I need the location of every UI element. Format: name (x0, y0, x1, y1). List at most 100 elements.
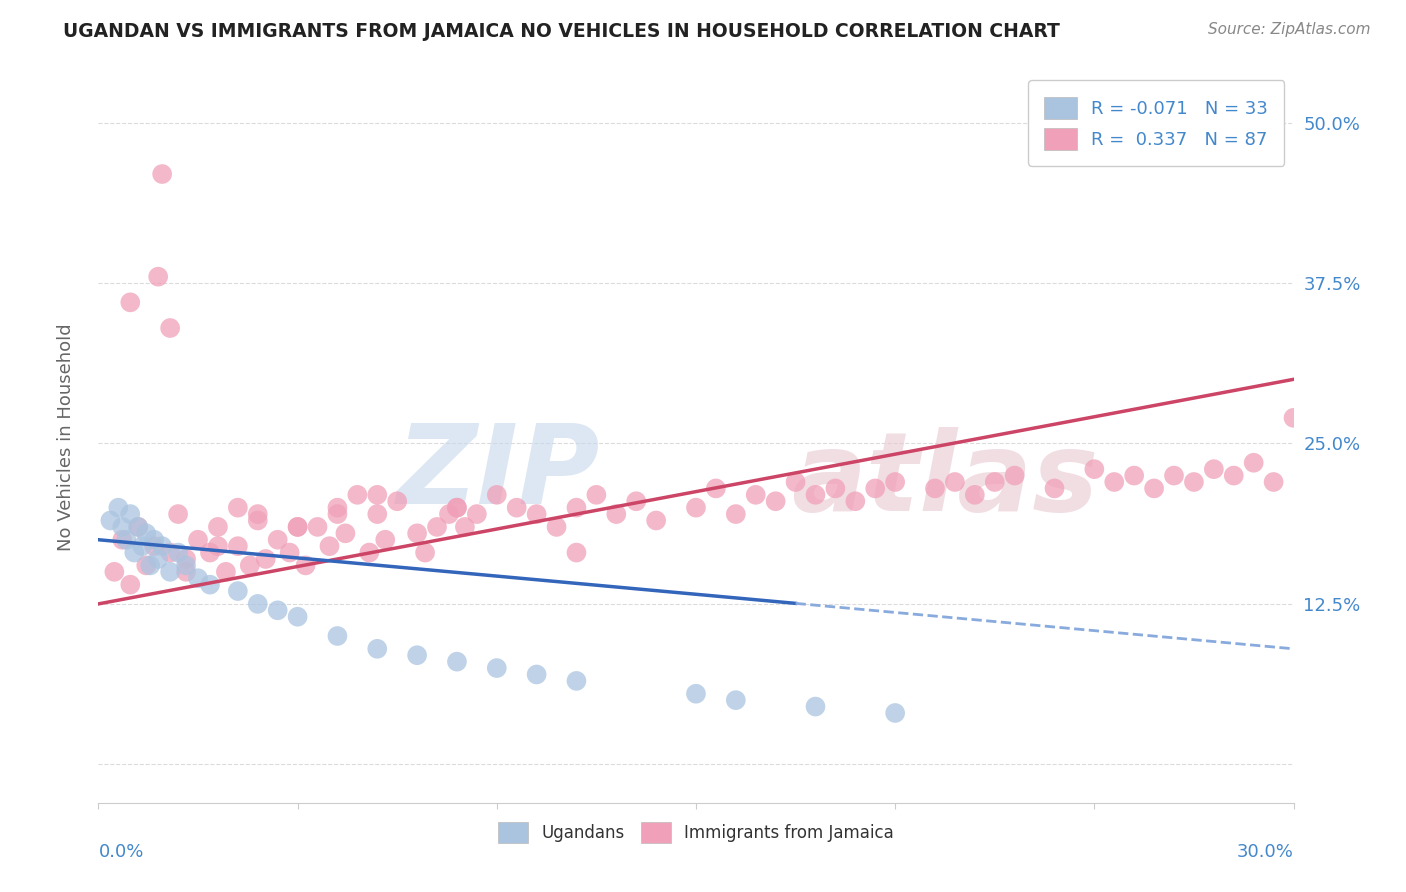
Point (187, 571, 209, 585)
Point (239, 558, 262, 573)
Point (724, 693, 747, 707)
Point (294, 558, 316, 573)
Point (326, 507, 349, 521)
Point (124, 545, 146, 559)
Point (148, 269, 170, 284)
Point (1004, 468, 1026, 483)
Point (465, 507, 488, 521)
Text: UGANDAN VS IMMIGRANTS FROM JAMAICA NO VEHICLES IN HOUSEHOLD CORRELATION CHART: UGANDAN VS IMMIGRANTS FROM JAMAICA NO VE… (63, 22, 1060, 41)
Point (1163, 468, 1185, 483)
Point (804, 488, 827, 502)
Point (1083, 462, 1105, 476)
Point (565, 545, 588, 559)
Point (287, 609, 309, 624)
Point (207, 539, 229, 553)
Point (346, 488, 368, 502)
Point (254, 552, 277, 566)
Text: atlas: atlas (792, 427, 1099, 534)
Point (366, 507, 388, 521)
Point (267, 533, 290, 547)
Point (526, 507, 548, 521)
Legend: Ugandans, Immigrants from Jamaica: Ugandans, Immigrants from Jamaica (491, 815, 901, 849)
Point (446, 500, 468, 515)
Point (366, 641, 388, 656)
Point (207, 520, 229, 534)
Point (98, 514, 122, 528)
Point (174, 558, 197, 573)
Point (159, 321, 181, 335)
Point (167, 545, 190, 559)
Point (174, 565, 197, 579)
Point (704, 482, 727, 496)
Point (1263, 475, 1285, 489)
Text: ZIP: ZIP (396, 420, 600, 527)
Point (426, 520, 449, 534)
Point (143, 533, 166, 547)
Point (198, 545, 221, 559)
Point (884, 706, 907, 720)
Point (765, 494, 787, 508)
Point (198, 577, 221, 591)
Point (454, 520, 477, 534)
Point (215, 565, 238, 579)
Point (278, 545, 301, 559)
Point (865, 482, 887, 496)
Point (446, 655, 468, 669)
Text: Source: ZipAtlas.com: Source: ZipAtlas.com (1208, 22, 1371, 37)
Point (1243, 456, 1265, 470)
Text: 30.0%: 30.0% (1237, 843, 1294, 861)
Point (626, 494, 648, 508)
Point (187, 533, 209, 547)
Point (1282, 410, 1305, 425)
Point (135, 558, 157, 573)
Point (446, 500, 468, 515)
Point (287, 520, 309, 534)
Point (115, 533, 138, 547)
Y-axis label: No Vehicles in Household: No Vehicles in Household (56, 323, 75, 551)
Point (174, 552, 197, 566)
Point (1123, 468, 1146, 483)
Point (804, 699, 827, 714)
Point (318, 539, 340, 553)
Point (685, 500, 707, 515)
Point (485, 661, 508, 675)
Text: 0.0%: 0.0% (98, 843, 143, 861)
Point (246, 597, 269, 611)
Point (307, 520, 329, 534)
Point (127, 520, 149, 534)
Point (366, 488, 388, 502)
Point (413, 545, 436, 559)
Point (120, 295, 142, 310)
Point (565, 673, 588, 688)
Point (135, 526, 157, 541)
Point (406, 526, 429, 541)
Point (943, 475, 966, 489)
Point (374, 533, 396, 547)
Point (287, 520, 309, 534)
Point (326, 629, 349, 643)
Point (1202, 462, 1225, 476)
Point (167, 507, 190, 521)
Point (111, 520, 134, 534)
Point (148, 552, 170, 566)
Point (267, 603, 290, 617)
Point (785, 475, 807, 489)
Point (246, 507, 269, 521)
Point (745, 488, 768, 502)
Point (645, 514, 668, 528)
Point (1182, 475, 1205, 489)
Point (107, 500, 129, 515)
Point (1043, 482, 1066, 496)
Point (485, 488, 508, 502)
Point (1143, 482, 1166, 496)
Point (565, 500, 588, 515)
Point (385, 494, 409, 508)
Point (1223, 468, 1246, 483)
Point (120, 577, 142, 591)
Point (605, 507, 627, 521)
Point (437, 507, 460, 521)
Point (150, 167, 173, 181)
Point (984, 475, 1007, 489)
Point (685, 687, 707, 701)
Point (246, 514, 269, 528)
